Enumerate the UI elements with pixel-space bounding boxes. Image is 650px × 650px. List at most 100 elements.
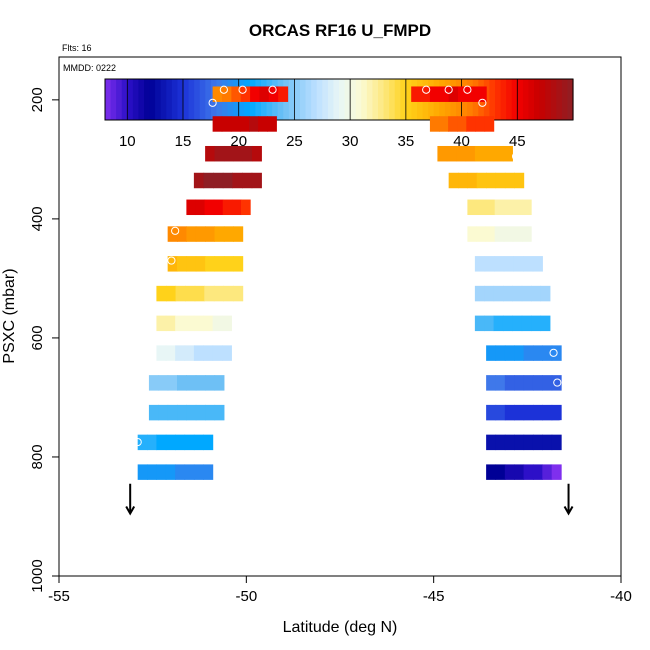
descent-cell (203, 345, 214, 361)
observation-marker (156, 302, 165, 312)
descent-cell (259, 86, 270, 102)
colorbar-swatch (506, 79, 513, 120)
ascent-cell (542, 345, 553, 361)
observation-marker (137, 408, 146, 417)
ascent-cell (485, 199, 496, 216)
ascent-cell (514, 434, 525, 451)
colorbar-tick-label: 35 (398, 133, 415, 150)
descent-cell (177, 256, 187, 272)
colorbar-swatch (522, 79, 530, 120)
ascent-cell (512, 315, 523, 332)
ascent-cell (484, 315, 495, 332)
descent-cell (251, 172, 262, 189)
descent-cell (147, 464, 158, 480)
descent-cell (184, 315, 195, 332)
ascent-cell (486, 345, 497, 361)
colorbar-swatch (327, 79, 335, 120)
descent-cell (233, 226, 244, 242)
descent-cell (147, 434, 158, 451)
descent-cell (213, 172, 224, 189)
ascent-cell (486, 404, 497, 421)
ascent-cell (523, 434, 534, 451)
descent-cell (231, 199, 242, 216)
colorbar-swatch (528, 79, 535, 120)
ascent-cell (486, 375, 497, 391)
descent-cell (177, 226, 187, 242)
ascent-cell (531, 315, 542, 332)
colorbar: 10 15 20 25 30 35 40 45 (104, 78, 574, 150)
ascent-cell (448, 172, 459, 189)
ascent-cell (467, 226, 478, 242)
colorbar-swatch (183, 79, 190, 120)
descent-cell (214, 256, 225, 272)
colorbar-swatch (132, 79, 140, 120)
observation-markers (129, 85, 566, 491)
descent-cell (249, 116, 259, 132)
ascent-cell (514, 375, 525, 391)
ascent-cell (494, 199, 505, 216)
colorbar-frame (104, 78, 574, 121)
descent-cell (193, 172, 205, 189)
colorbar-swatch (400, 79, 407, 120)
colorbar-swatch (405, 79, 413, 120)
observation-marker (553, 378, 562, 387)
x-tick-label: -55 (48, 588, 70, 605)
ascent-cell (476, 172, 487, 189)
colorbar-tick-label: 45 (509, 133, 526, 150)
descent-cell (203, 434, 214, 451)
ascent-cell (495, 172, 506, 189)
observation-marker (219, 85, 228, 94)
descent-cell (239, 116, 250, 132)
descent-cell (204, 285, 215, 302)
ascent-cell (514, 464, 525, 480)
ascent-cell (456, 145, 467, 162)
colorbar-swatch (205, 79, 212, 120)
y-tick-label: 400 (29, 206, 46, 231)
descent-cell (193, 345, 204, 361)
y-tick-label: 800 (29, 444, 46, 469)
descent-cell (193, 434, 204, 451)
ascent-cell (495, 434, 506, 451)
descent-cell (193, 315, 204, 332)
colorbar-swatch (188, 79, 195, 120)
observation-marker (463, 85, 472, 94)
ascent-cell (551, 434, 562, 451)
colorbar-swatch (155, 79, 162, 120)
ascent-cell (494, 256, 505, 272)
ascent-cell (420, 86, 431, 102)
colorbar-swatch (495, 79, 502, 120)
colorbar-swatch (300, 79, 307, 120)
y-axis: 200 400 600 800 1000 (29, 87, 59, 593)
ascent-cell (532, 345, 543, 361)
descent-cell (158, 375, 169, 391)
ascent-cell (532, 256, 543, 272)
ascent-cell (467, 86, 478, 102)
colorbar-tick-label: 30 (342, 133, 359, 150)
descent-cell (214, 404, 225, 421)
descent-cell (242, 172, 253, 189)
descent-cell (268, 86, 279, 102)
descent-cell (231, 86, 242, 102)
descent-cell (186, 404, 197, 421)
descent-cell (205, 404, 216, 421)
observation-marker (478, 98, 487, 107)
ascent-cell (467, 172, 478, 189)
colorbar-swatch (294, 79, 301, 120)
descent-cell (233, 256, 244, 272)
descent-cell (223, 256, 234, 272)
ascent-cell (521, 315, 532, 332)
descent-cell (214, 375, 225, 391)
ascent-cell (512, 226, 523, 242)
observation-marker (545, 304, 554, 313)
ascent-cell (439, 116, 449, 132)
descent-cell (267, 116, 277, 132)
ascent-cell (542, 375, 553, 391)
ascent-cell (411, 86, 422, 102)
ascent-cell (521, 199, 532, 216)
observation-marker (549, 348, 558, 357)
descent-cell (186, 199, 197, 216)
ascent-cell (542, 434, 553, 451)
chart-title: ORCAS RF16 U_FMPD (249, 21, 431, 40)
descent-cell (240, 86, 251, 102)
ascent-cell (502, 145, 513, 162)
